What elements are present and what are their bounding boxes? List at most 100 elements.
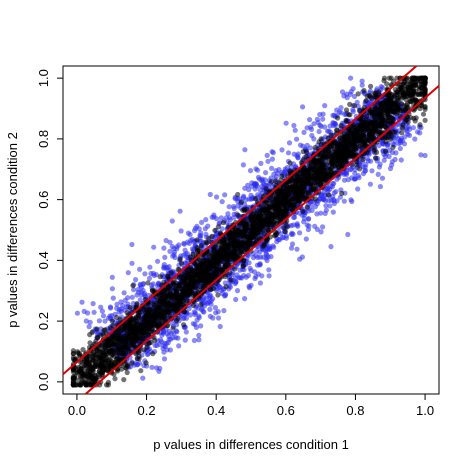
data-point-blue (314, 211, 320, 217)
data-point-black (178, 260, 185, 266)
data-point-blue (96, 318, 102, 324)
data-point-blue (120, 302, 126, 308)
data-point-blue (338, 105, 344, 111)
data-point-blue (351, 93, 358, 100)
data-point-blue (355, 186, 361, 192)
data-point-blue (259, 183, 265, 190)
data-point-blue (169, 320, 175, 326)
data-point-black (390, 144, 396, 151)
data-point-blue (247, 168, 254, 174)
data-point-black (194, 285, 200, 291)
data-point-black (263, 186, 269, 192)
data-point-blue (157, 365, 163, 371)
data-point-black (124, 369, 130, 376)
data-point-blue (377, 184, 383, 190)
data-point-black (318, 136, 324, 142)
data-point-blue (193, 324, 199, 330)
data-point-blue (330, 209, 336, 215)
data-point-blue (306, 223, 312, 229)
data-point-black (325, 192, 332, 198)
data-point-black (408, 115, 414, 121)
data-point-blue (363, 167, 369, 174)
data-point-blue (266, 267, 272, 273)
data-point-black (240, 263, 246, 269)
data-point-black (357, 166, 363, 172)
data-point-black (360, 156, 366, 162)
data-point-black (337, 134, 343, 140)
data-point-black (383, 139, 389, 145)
data-point-black (376, 89, 382, 95)
data-point-black (287, 160, 293, 166)
data-point-black (190, 302, 196, 309)
data-point-blue (291, 122, 297, 129)
data-point-blue (203, 217, 209, 223)
data-point-black (352, 103, 358, 109)
data-point-blue (286, 140, 293, 146)
data-point-blue (344, 95, 350, 101)
data-point-blue (186, 305, 192, 312)
data-point-blue (164, 264, 170, 270)
data-point-blue (196, 337, 202, 343)
data-point-blue (339, 89, 346, 95)
data-point-blue (142, 271, 148, 277)
data-point-blue (355, 173, 361, 179)
data-point-blue (155, 258, 161, 264)
data-point-blue (196, 315, 202, 321)
data-point-blue (222, 192, 228, 198)
data-point-blue (186, 240, 192, 246)
data-point-black (198, 243, 204, 249)
data-point-blue (195, 305, 201, 311)
data-point-blue (240, 194, 247, 201)
data-point-black (168, 270, 174, 276)
data-point-blue (257, 280, 263, 286)
data-point-black (356, 107, 363, 113)
data-point-blue (85, 310, 91, 316)
data-point-black (371, 145, 377, 151)
data-point-blue (226, 215, 232, 221)
data-point-blue (350, 108, 356, 115)
data-point-blue (208, 298, 214, 304)
data-point-blue (330, 180, 336, 187)
data-point-black (273, 178, 279, 184)
data-point-black (70, 354, 76, 361)
data-point-blue (334, 107, 340, 113)
data-point-blue (398, 157, 404, 163)
data-point-blue (121, 290, 127, 296)
data-point-blue (279, 169, 285, 176)
data-point-blue (99, 308, 105, 314)
data-point-blue (211, 212, 217, 218)
data-point-black (129, 360, 135, 366)
data-point-blue (291, 151, 297, 157)
data-point-blue (166, 333, 172, 339)
data-point-blue (303, 236, 309, 242)
data-point-blue (301, 129, 307, 135)
data-point-blue (233, 296, 239, 303)
data-point-black (235, 212, 241, 218)
data-point-blue (181, 241, 187, 247)
data-point-blue (369, 168, 375, 174)
data-point-blue (320, 224, 326, 230)
data-point-blue (317, 196, 323, 202)
data-point-black (177, 256, 183, 262)
data-point-blue (234, 288, 241, 294)
data-point-blue (212, 305, 218, 311)
data-point-blue (192, 225, 199, 231)
data-point-blue (330, 123, 337, 129)
data-point-black (287, 179, 293, 185)
data-point-blue (393, 133, 399, 139)
data-point-blue (312, 204, 318, 210)
data-point-blue (359, 82, 365, 88)
data-point-blue (248, 282, 254, 288)
data-point-black (170, 325, 176, 331)
data-point-blue (406, 132, 413, 138)
data-point-blue (254, 248, 260, 254)
data-point-blue (253, 166, 259, 172)
data-point-black (300, 208, 306, 214)
data-point-blue (258, 160, 264, 166)
data-point-blue (191, 337, 197, 344)
data-point-blue (295, 155, 301, 161)
data-point-blue (147, 264, 153, 270)
data-point-blue (134, 362, 140, 368)
data-point-blue (422, 152, 428, 159)
